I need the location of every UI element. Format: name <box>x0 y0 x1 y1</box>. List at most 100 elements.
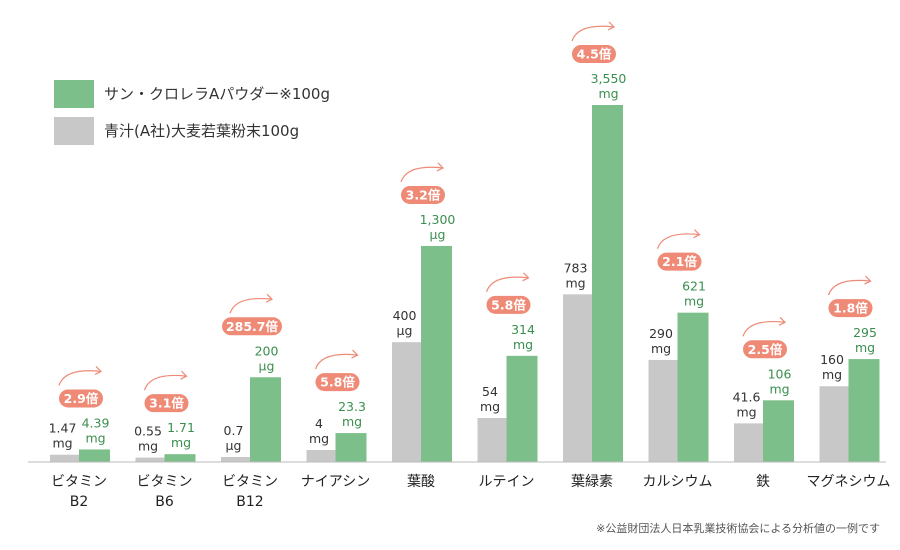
value-label-gray: 54 mg <box>480 384 500 414</box>
value-label-green: 106 mg <box>768 366 792 396</box>
bar-gray <box>135 457 165 462</box>
ratio-arrow <box>656 233 700 249</box>
ratio-arrow-head <box>522 272 530 282</box>
ratio-label: 3.2倍 <box>406 187 441 202</box>
ratio-badge <box>828 299 873 318</box>
category-labels: ビタミン B2 ビタミン B6 ビタミン B12 ナイアシン 葉酸 ルテイン 葉緑素 カルシウム 鉄 マ… <box>51 474 891 510</box>
value-label-green: 1,300 µg <box>420 212 456 242</box>
bar-gray <box>477 417 507 462</box>
ratio-arrow <box>229 298 273 314</box>
ratio-arrow <box>400 166 444 183</box>
value-label-green: 200 µg <box>255 343 279 373</box>
bar-gray <box>819 386 849 462</box>
bar-green <box>421 245 452 462</box>
value-label-green: 295 mg <box>853 325 877 355</box>
value-label-gray: 0.7 µg <box>224 423 244 453</box>
ratio-arrow-head <box>180 370 188 380</box>
ratio-arrow-head <box>778 316 787 326</box>
bar-gray <box>563 294 592 462</box>
value-label-green: 314 mg <box>511 322 535 352</box>
ratio-arrow-head <box>94 366 103 375</box>
value-label-gray: 783 mg <box>564 260 588 290</box>
ratio-label: 2.1倍 <box>662 254 697 269</box>
footnote: ※公益財団法人日本乳業技術協会による分析値の一例です <box>596 521 880 535</box>
ratio-badge <box>222 317 282 336</box>
ratio-label: 2.5倍 <box>748 342 783 357</box>
ratio-arrow-head <box>864 275 872 285</box>
bar-gray <box>392 342 421 462</box>
category-label: ビタミン B2 <box>51 474 107 510</box>
bar-green <box>79 449 110 462</box>
value-label-green: 4.39 mg <box>82 415 110 445</box>
legend-label: 青汁(A社)大麦若葉粉末100g <box>104 122 299 140</box>
bar-green <box>250 377 281 462</box>
ratio-arrow <box>314 353 358 370</box>
bar-gray <box>734 423 763 462</box>
category-label: ビタミン B6 <box>137 474 193 510</box>
ratio-arrow <box>827 279 871 296</box>
value-labels: 1.47 mg4.39 mg 0.55 mg1.71 mg 0.7 µg 200 µg 4 mg 23.… <box>49 71 877 454</box>
ratio-arrow <box>485 276 529 293</box>
bar-green <box>848 359 880 462</box>
ratio-label: 5.8倍 <box>320 375 355 390</box>
ratio-arrow-head <box>265 293 274 303</box>
value-label-green: 3,550 mg <box>591 71 627 101</box>
ratio-label: 4.5倍 <box>577 47 612 62</box>
bars <box>50 105 880 462</box>
bar-gray <box>50 454 79 462</box>
value-label-gray: 290 mg <box>649 326 673 356</box>
ratio-arrow-head <box>607 21 616 31</box>
ratio-arrow <box>58 370 102 386</box>
category-label: カルシウム <box>643 474 713 490</box>
legend-swatch <box>54 80 94 108</box>
bar-gray <box>306 450 336 462</box>
value-label-gray: 160 mg <box>820 352 844 382</box>
ratio-badge <box>401 185 445 204</box>
value-label-gray: 41.6 mg <box>733 389 761 419</box>
bar-green <box>335 433 367 462</box>
bar-green <box>677 312 709 462</box>
ratio-badge <box>144 394 189 413</box>
ratio-badge <box>315 373 360 392</box>
ratio-badge <box>657 252 702 271</box>
ratio-arrow <box>742 321 786 337</box>
value-label-gray: 4 mg <box>309 416 329 446</box>
category-label: ナイアシン <box>301 474 370 490</box>
ratio-label: 1.8倍 <box>833 301 868 316</box>
category-label: 葉酸 <box>407 474 435 490</box>
ratio-arrow <box>143 374 187 391</box>
ratio-arrow-head <box>351 349 359 359</box>
bar-gray <box>648 359 678 462</box>
bar-gray <box>221 456 250 462</box>
ratio-label: 3.1倍 <box>149 396 184 411</box>
ratio-arrow-head <box>693 229 701 239</box>
bar-green <box>164 454 196 462</box>
category-label: 鉄 <box>756 474 770 490</box>
value-label-gray: 400 µg <box>393 308 417 338</box>
value-label-green: 23.3 mg <box>338 399 366 429</box>
bar-green <box>592 105 623 462</box>
value-label-green: 621 mg <box>682 279 706 309</box>
legend-label: サン・クロレラAパウダー※100g <box>104 85 330 103</box>
legend: サン・クロレラAパウダー※100g 青汁(A社)大麦若葉粉末100g <box>54 80 330 145</box>
ratio-label: 2.9倍 <box>64 391 99 406</box>
ratio-arrow-head <box>436 162 445 172</box>
value-label-gray: 0.55 mg <box>134 424 162 454</box>
bar-green <box>763 400 794 462</box>
ratio-badge <box>743 340 787 359</box>
bar-green <box>506 355 538 462</box>
ratio-badge <box>572 45 616 63</box>
ratio-arrow <box>571 25 615 42</box>
category-label: ルテイン <box>479 474 535 490</box>
ratio-badge <box>59 389 103 408</box>
category-label: マグネシウム <box>807 474 891 490</box>
category-label: ビタミン B12 <box>222 474 278 510</box>
ratio-badges: 2.9倍 3.1倍 285.7倍 5.8倍 3.2倍 5.8倍 4.5倍 2.1倍 2.5倍 1.… <box>58 21 873 413</box>
value-label-green: 1.71 mg <box>167 420 195 450</box>
value-label-gray: 1.47 mg <box>49 421 77 451</box>
ratio-badge <box>486 295 531 314</box>
category-label: 葉緑素 <box>571 474 613 490</box>
ratio-label: 5.8倍 <box>491 297 526 312</box>
ratio-label: 285.7倍 <box>226 319 279 334</box>
